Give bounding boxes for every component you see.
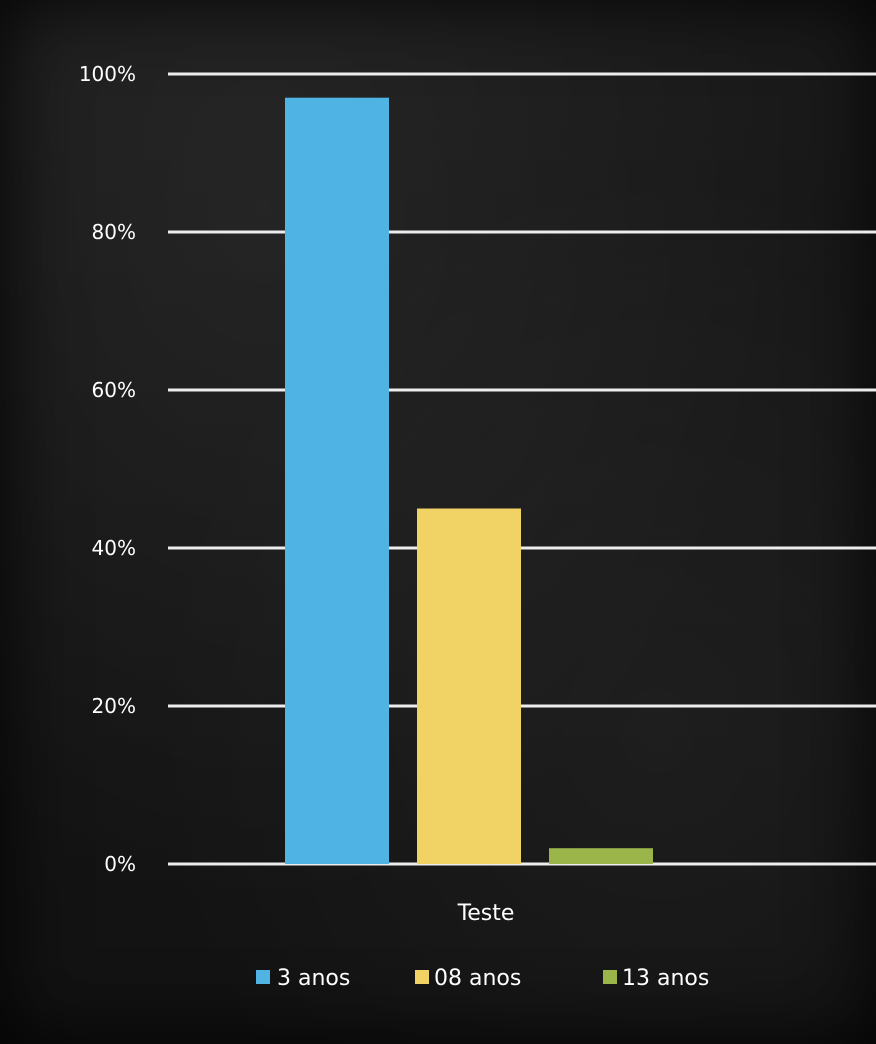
x-category-label: Teste <box>457 901 515 926</box>
bar-13-anos <box>549 848 653 864</box>
bars <box>285 97 653 864</box>
legend-label: 3 anos <box>277 966 350 991</box>
legend-label: 13 anos <box>622 966 709 991</box>
y-axis-tick-labels: 0% 20% 40% 60% 80% 100% <box>79 62 136 876</box>
x-axis-category-labels: Teste <box>457 901 515 926</box>
y-tick-label: 100% <box>79 62 136 86</box>
bar-3-anos <box>285 97 389 864</box>
legend-label: 08 anos <box>434 966 521 991</box>
legend-swatch <box>256 970 270 984</box>
y-tick-label: 0% <box>104 852 136 876</box>
y-tick-label: 40% <box>92 536 136 560</box>
gridlines <box>168 72 876 866</box>
legend: 3 anos 08 anos 13 anos <box>256 966 709 991</box>
y-tick-label: 80% <box>92 220 136 244</box>
y-tick-label: 20% <box>92 694 136 718</box>
legend-swatch <box>415 970 429 984</box>
legend-swatch <box>603 970 617 984</box>
y-tick-label: 60% <box>92 378 136 402</box>
bar-08-anos <box>417 508 521 864</box>
